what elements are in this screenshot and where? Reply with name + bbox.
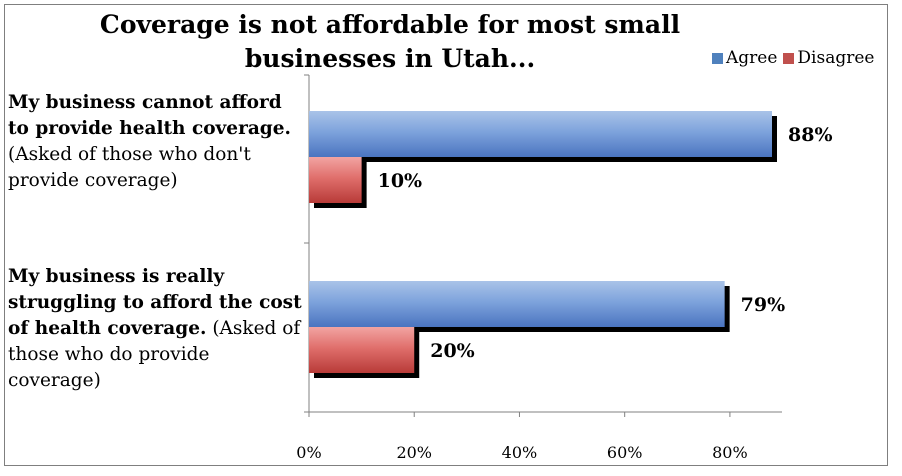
data-label-disagree-1: 10%: [378, 170, 423, 192]
data-label-agree-1: 88%: [788, 124, 833, 146]
x-tick-label-0: 0%: [296, 443, 321, 462]
x-tick-label-40: 40%: [502, 443, 538, 462]
data-label-disagree-2: 20%: [430, 340, 475, 362]
x-tick-label-60: 60%: [607, 443, 643, 462]
x-tick-label-80: 80%: [712, 443, 748, 462]
bar-disagree-2: [309, 327, 414, 373]
x-tick-label-20: 20%: [396, 443, 432, 462]
bar-agree-2: [309, 281, 725, 327]
bar-disagree-1: [309, 157, 362, 203]
bar-agree-1: [309, 111, 772, 157]
data-label-agree-2: 79%: [741, 294, 786, 316]
